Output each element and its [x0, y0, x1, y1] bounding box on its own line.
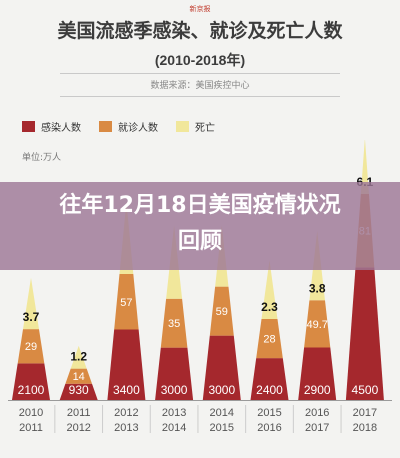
- tick-label: 2018: [353, 422, 377, 434]
- legend-label-deaths: 死亡: [195, 122, 215, 134]
- value-label-deaths: 3.7: [23, 310, 40, 324]
- value-label-deaths: 3.8: [309, 281, 326, 295]
- tick-label: 2015: [210, 422, 234, 434]
- tick-label: 2016: [305, 407, 329, 419]
- value-label-deaths: 1.2: [70, 350, 87, 364]
- bar-visits: [304, 300, 331, 348]
- bar-infected: [12, 363, 50, 400]
- bar-visits: [160, 298, 188, 348]
- tick-label: 2012: [66, 422, 90, 434]
- value-label-infected: 3000: [161, 383, 188, 397]
- value-label-infected: 3000: [208, 383, 235, 397]
- legend-swatch-infected: [22, 120, 35, 132]
- tick-label: 2015: [257, 407, 281, 419]
- tick-label: 2014: [162, 422, 186, 434]
- unit-label: 单位:万人: [22, 153, 62, 163]
- divider: [60, 73, 340, 74]
- tick-label: 2011: [19, 422, 43, 434]
- tick-label: 2010: [19, 407, 43, 419]
- tick-label: 2017: [353, 407, 377, 419]
- tick-label: 2011: [67, 407, 91, 419]
- value-label-visits: 28: [263, 334, 275, 346]
- bar-infected: [155, 347, 194, 400]
- bar-deaths: [70, 345, 87, 369]
- bar-visits: [256, 318, 283, 359]
- value-label-infected: 2400: [256, 383, 283, 397]
- tick-label: 2013: [162, 407, 186, 419]
- chart-title: 美国流感季感染、就诊及死亡人数: [57, 20, 343, 42]
- bar-visits: [209, 286, 234, 336]
- legend-item-infected: 感染人数: [22, 119, 81, 134]
- value-label-infected: 930: [69, 383, 89, 397]
- tick-label: 2017: [305, 422, 329, 434]
- bar-infected: [107, 329, 146, 400]
- tick-label: 2012: [114, 407, 138, 419]
- data-source: 数据来源：美国疾控中心: [150, 81, 250, 91]
- legend-swatch-visits: [99, 120, 112, 132]
- bar-infected: [202, 335, 241, 400]
- value-label-infected: 4500: [352, 383, 379, 397]
- legend-label-visits: 就诊人数: [118, 122, 158, 134]
- divider: [60, 96, 340, 97]
- legend-swatch-deaths: [176, 120, 189, 132]
- bar-infected: [250, 358, 289, 400]
- banner-overlay: 往年12月18日美国疫情状况回顾: [0, 182, 400, 270]
- value-label-infected: 2100: [18, 383, 45, 397]
- publisher-logo: 新京报: [189, 6, 211, 13]
- value-label-visits: 57: [120, 297, 132, 309]
- bar-deaths: [23, 277, 39, 330]
- tick-label: 2014: [210, 407, 234, 419]
- bar-infected: [298, 347, 337, 400]
- value-label-visits: 29: [25, 341, 37, 353]
- legend: 感染人数 就诊人数 死亡: [22, 114, 264, 138]
- value-label-visits: 14: [73, 371, 85, 383]
- tick-label: 2013: [114, 422, 138, 434]
- bar-infected: [345, 267, 384, 400]
- bar-deaths: [261, 260, 278, 319]
- banner-title: 往年12月18日美国疫情状况回顾: [59, 193, 341, 254]
- value-label-visits: 35: [168, 318, 180, 330]
- chart-subtitle: (2010-2018年): [154, 52, 246, 68]
- tick-label: 2016: [257, 422, 281, 434]
- bar-infected: [59, 383, 98, 400]
- value-label-infected: 2900: [304, 383, 331, 397]
- value-label-deaths: 2.3: [261, 300, 278, 314]
- bar-visits: [65, 368, 92, 384]
- bar-visits: [17, 329, 45, 364]
- value-label-infected: 3400: [113, 383, 140, 397]
- bar-deaths: [360, 140, 369, 195]
- value-label-visits: 59: [216, 306, 228, 318]
- legend-item-visits: 就诊人数: [99, 119, 158, 134]
- bar-visits: [114, 274, 139, 330]
- legend-item-deaths: 死亡: [176, 119, 215, 134]
- value-label-visits: 49.7: [306, 319, 327, 331]
- legend-label-infected: 感染人数: [41, 122, 81, 134]
